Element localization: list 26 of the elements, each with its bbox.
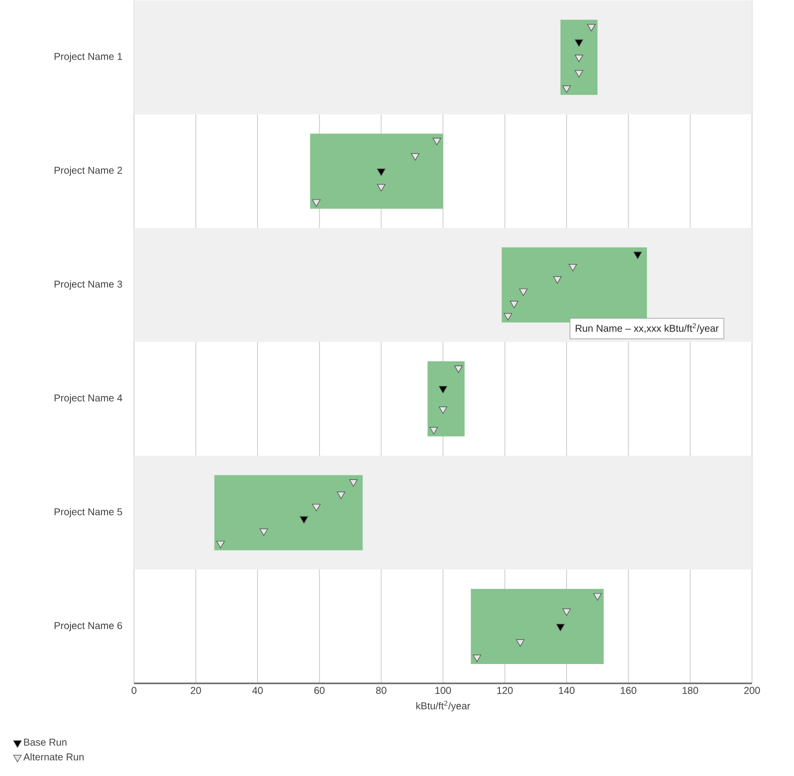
bar [560,20,598,95]
y-tick-label: Project Name 5 [54,508,122,518]
x-tick-label: 180 [682,686,698,694]
x-tick-label: 160 [620,686,636,694]
bar [310,133,444,209]
y-tick-label: Project Name 2 [54,166,122,176]
bar [214,474,363,550]
x-tick-label: 40 [252,686,263,694]
bar [470,588,604,664]
x-tick-label: 20 [190,686,201,694]
x-tick-label: 100 [435,686,451,694]
x-tick-label: 60 [314,686,325,694]
y-tick-label: Project Name 3 [54,280,122,290]
x-tick-label: 80 [376,686,386,694]
x-tick-label: 200 [744,686,760,694]
x-tick-label: 0 [132,686,136,694]
annotation: Run Name – xx,xxx kBtu/ft$^{2}$/year [576,323,719,334]
bar [428,361,465,436]
y-tick-label: Project Name 6 [54,622,122,631]
x-tick-label: 120 [497,686,513,694]
y-tick-label: Project Name 4 [54,394,122,404]
x-tick-label: 140 [559,686,575,694]
legend-label: Base Run [24,738,66,746]
y-tick-label: Project Name 1 [54,52,122,62]
x-axis-title: kBtu/ft$^{2}$/year [416,700,470,712]
legend-label: Alternate Run [23,752,84,760]
